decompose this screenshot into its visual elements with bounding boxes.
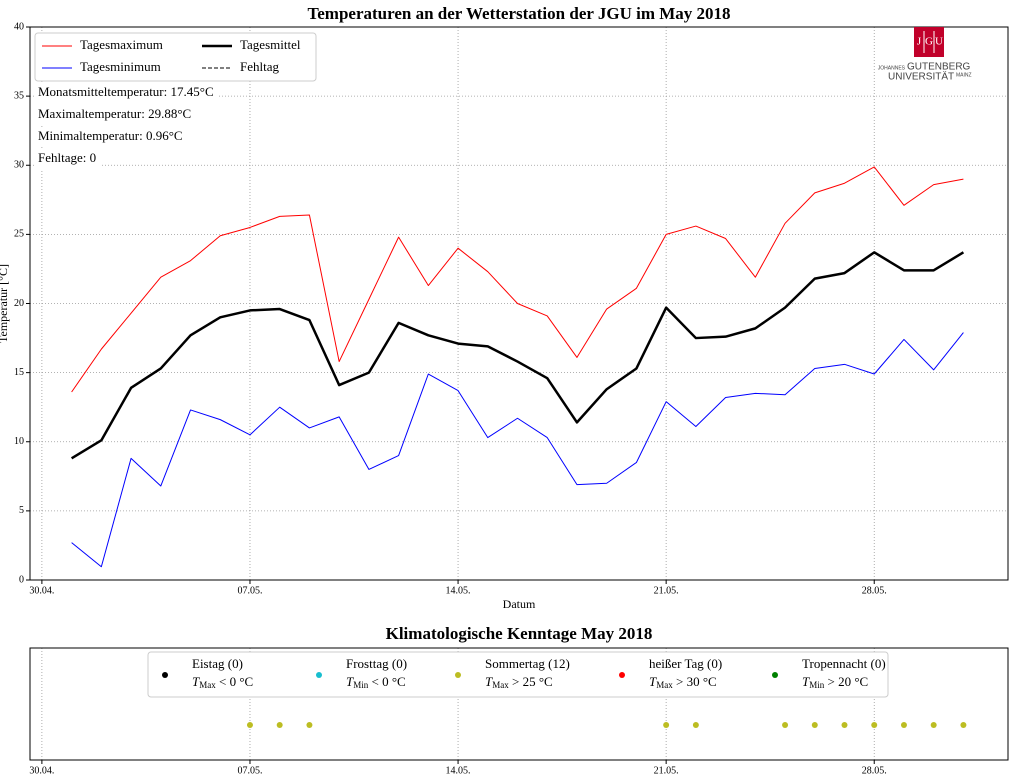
legend-label: heißer Tag (0) bbox=[649, 656, 722, 671]
logo-letter: U bbox=[935, 36, 943, 48]
x-tick-label: 21.05. bbox=[654, 765, 679, 776]
condition-symbol: T bbox=[346, 674, 354, 689]
point bbox=[276, 722, 283, 728]
logo-text: UNIVERSITÄT bbox=[888, 71, 954, 83]
legend-box bbox=[147, 651, 889, 698]
legend-marker bbox=[772, 672, 778, 678]
point bbox=[960, 722, 967, 728]
y-tick-label: 35 bbox=[14, 90, 24, 101]
condition-subscript: Min bbox=[809, 680, 825, 690]
legend-label: Frosttag (0) bbox=[346, 656, 407, 671]
condition-subscript: Max bbox=[492, 680, 509, 690]
point bbox=[900, 722, 907, 728]
legend-box bbox=[34, 32, 317, 82]
y-tick-label: 5 bbox=[19, 505, 24, 516]
x-tick-label: 14.05. bbox=[446, 585, 471, 596]
annotation: Minimaltemperatur: 0.96°C bbox=[38, 128, 183, 143]
y-tick-label: 10 bbox=[14, 436, 24, 447]
point bbox=[663, 722, 670, 728]
legend-marker bbox=[619, 672, 625, 678]
legend-condition: TMax > 25 °C bbox=[485, 674, 553, 690]
series-line bbox=[71, 166, 964, 393]
condition-text: > 20 °C bbox=[824, 674, 868, 689]
y-tick-label: 40 bbox=[14, 21, 24, 32]
plot-frame bbox=[29, 26, 1009, 581]
chart-title: Temperaturen an der Wetterstation der JG… bbox=[307, 4, 730, 23]
logo: J G U JOHANNES GUTENBERG UNIVERSITÄT MAI… bbox=[878, 27, 972, 83]
condition-symbol: T bbox=[649, 674, 657, 689]
legend-condition: TMin > 20 °C bbox=[802, 674, 868, 690]
logo-text: JOHANNES bbox=[878, 65, 906, 71]
condition-text: > 25 °C bbox=[509, 674, 553, 689]
plot-frame bbox=[29, 647, 1009, 761]
condition-subscript: Min bbox=[353, 680, 369, 690]
condition-subscript: Max bbox=[656, 680, 673, 690]
x-axis-label: Datum bbox=[503, 597, 536, 611]
annotation: Fehltage: 0 bbox=[38, 150, 96, 165]
annotation: Monatsmitteltemperatur: 17.45°C bbox=[38, 84, 214, 99]
chart-title: Klimatologische Kenntage May 2018 bbox=[386, 624, 653, 643]
y-tick-label: 25 bbox=[14, 229, 24, 240]
condition-symbol: T bbox=[802, 674, 810, 689]
y-tick-label: 0 bbox=[19, 574, 24, 585]
legend-condition: TMin < 0 °C bbox=[346, 674, 406, 690]
logo-text: GUTENBERG bbox=[907, 62, 971, 73]
legend-marker bbox=[316, 672, 322, 678]
legend-label: Eistag (0) bbox=[192, 656, 243, 671]
series-line bbox=[70, 251, 965, 460]
legend-label: Sommertag (12) bbox=[485, 656, 570, 671]
condition-symbol: T bbox=[192, 674, 200, 689]
y-tick-label: 20 bbox=[14, 298, 24, 309]
legend-marker bbox=[162, 672, 168, 678]
x-tick-label: 30.04. bbox=[29, 585, 54, 596]
logo-letter: G bbox=[925, 36, 933, 48]
point bbox=[306, 722, 313, 728]
x-tick-label: 28.05. bbox=[862, 585, 887, 596]
logo-letter: J bbox=[917, 36, 922, 48]
legend-marker bbox=[455, 672, 461, 678]
x-tick-label: 07.05. bbox=[237, 765, 262, 776]
legend-label: Tagesmittel bbox=[240, 37, 301, 52]
condition-symbol: T bbox=[485, 674, 493, 689]
condition-text: < 0 °C bbox=[216, 674, 253, 689]
x-tick-label: 21.05. bbox=[654, 585, 679, 596]
legend-label: Tropennacht (0) bbox=[802, 656, 886, 671]
legend-condition: TMax < 0 °C bbox=[192, 674, 253, 690]
legend-label: Fehltag bbox=[240, 59, 279, 74]
point bbox=[871, 722, 878, 728]
y-tick-label: 15 bbox=[14, 367, 24, 378]
point bbox=[841, 722, 848, 728]
legend-condition: TMax > 30 °C bbox=[649, 674, 717, 690]
y-axis-label: Temperatur [°C] bbox=[0, 264, 10, 343]
point bbox=[692, 722, 699, 728]
logo-text: MAINZ bbox=[956, 72, 972, 78]
condition-text: > 30 °C bbox=[673, 674, 717, 689]
annotation-bg bbox=[34, 83, 218, 103]
legend: Tagesmaximum Tagesminimum Tagesmittel Fehlt… bbox=[34, 32, 317, 82]
point bbox=[930, 722, 937, 728]
logo-box bbox=[914, 27, 944, 57]
x-axis-label: Datum bbox=[503, 777, 536, 780]
condition-text: < 0 °C bbox=[368, 674, 405, 689]
y-tick-label: 30 bbox=[14, 160, 24, 171]
annotation-bg bbox=[34, 149, 101, 169]
series-line bbox=[71, 332, 964, 568]
condition-subscript: Max bbox=[199, 680, 216, 690]
x-tick-label: 28.05. bbox=[862, 765, 887, 776]
annotation: Maximaltemperatur: 29.88°C bbox=[38, 106, 191, 121]
point bbox=[811, 722, 818, 728]
x-tick-label: 14.05. bbox=[446, 765, 471, 776]
x-tick-label: 07.05. bbox=[237, 585, 262, 596]
legend-label: Tagesmaximum bbox=[80, 37, 163, 52]
point bbox=[246, 722, 253, 728]
legend-label: Tagesminimum bbox=[80, 59, 161, 74]
x-tick-label: 30.04. bbox=[29, 765, 54, 776]
point bbox=[782, 722, 789, 728]
annotation-bg bbox=[34, 105, 196, 125]
annotation-bg bbox=[34, 127, 187, 147]
